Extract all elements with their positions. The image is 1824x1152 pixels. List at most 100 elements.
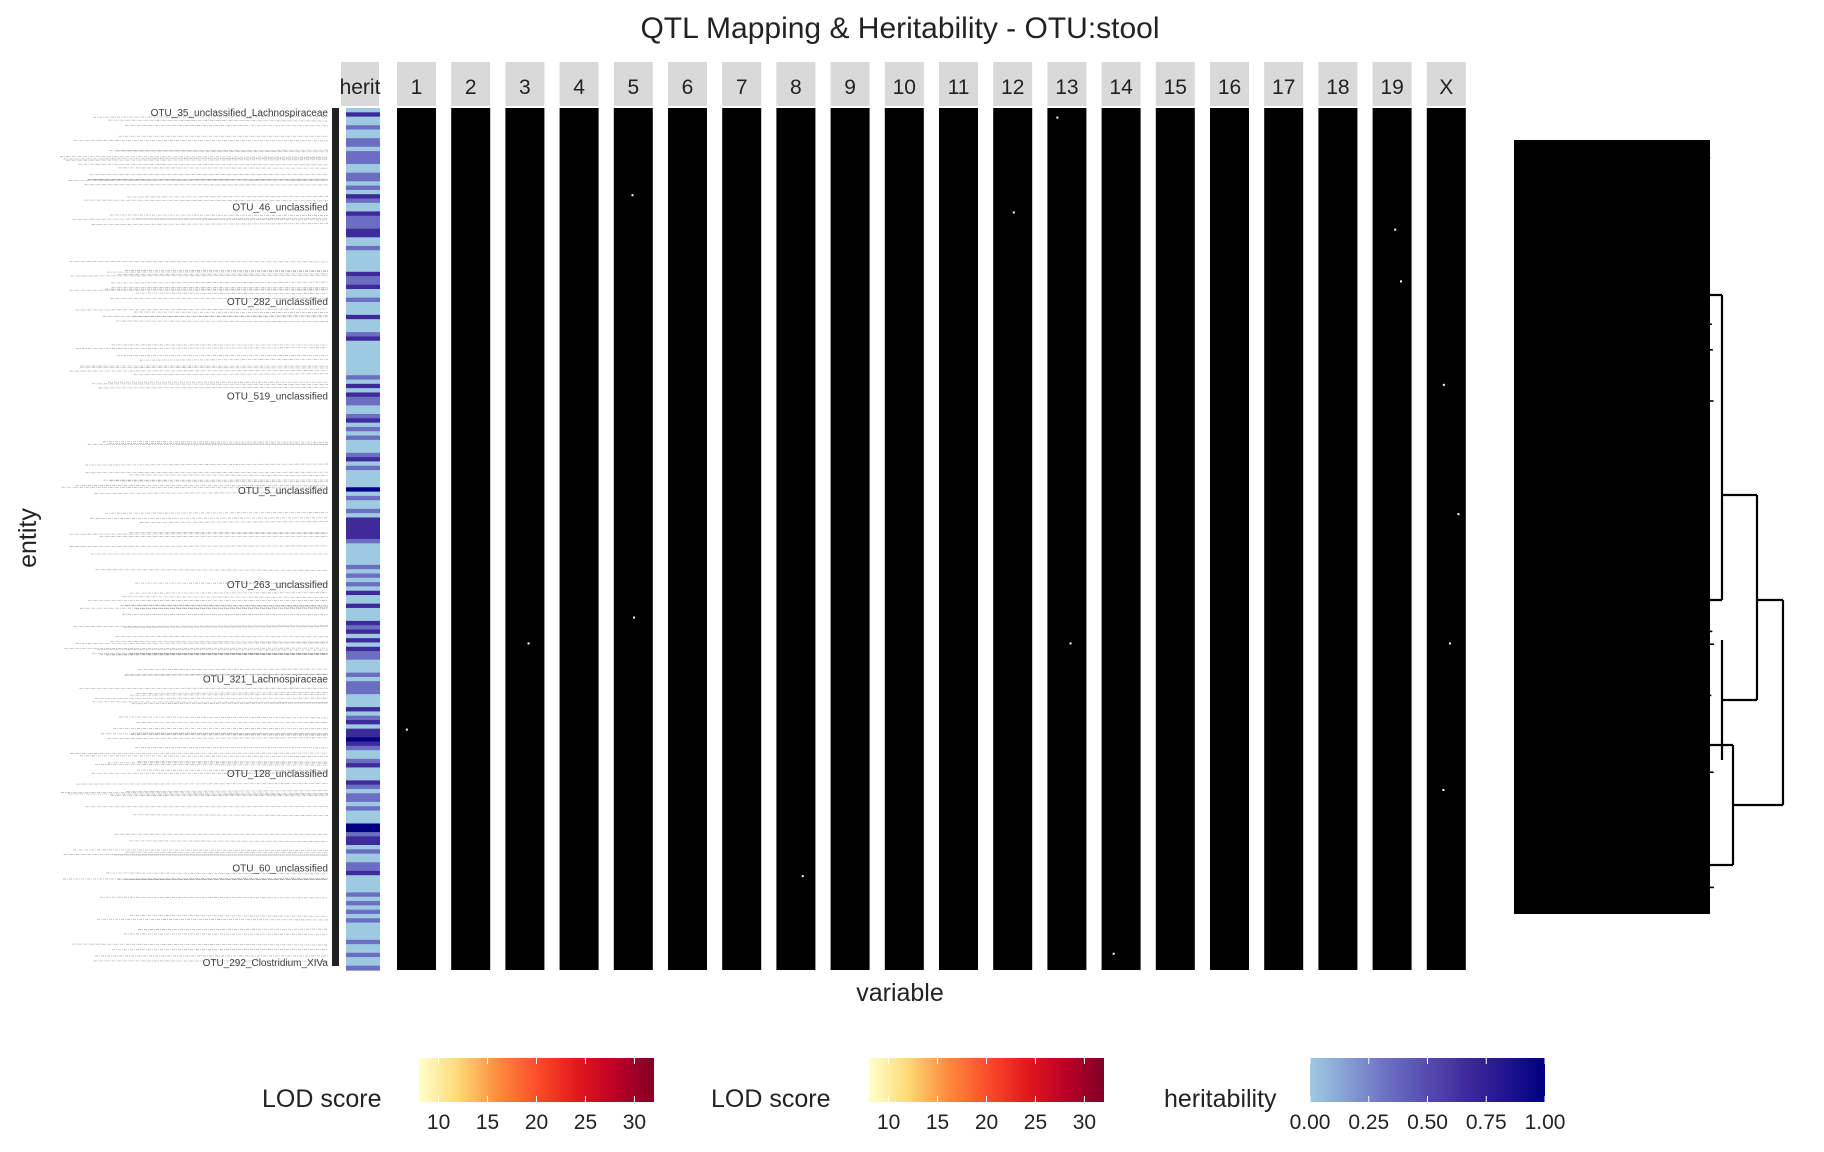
chart-title: QTL Mapping & Heritability - OTU:stool xyxy=(640,12,1159,45)
heritability-cell xyxy=(346,633,380,639)
chromosome-strip xyxy=(1426,62,1466,106)
entity-label-overplot xyxy=(85,463,329,466)
lod-hit-cell xyxy=(631,194,634,197)
heritability-cell xyxy=(346,457,380,463)
entity-label-overplot xyxy=(105,653,329,656)
chromosome-strip xyxy=(993,62,1033,106)
lod-score-column xyxy=(993,108,1033,970)
entity-label-overplot xyxy=(73,139,329,142)
entity-label-overplot xyxy=(80,366,329,369)
entity-label-overplot xyxy=(116,150,329,153)
heritability-cell xyxy=(346,646,380,652)
heritability-cell xyxy=(346,879,380,885)
heritability-cell xyxy=(346,810,380,816)
chromosome-strip-label: 10 xyxy=(893,76,916,99)
heritability-cell xyxy=(346,357,380,363)
entity-label: OTU_46_unclassified xyxy=(232,202,328,213)
heritability-cell xyxy=(346,935,380,941)
heritability-cell xyxy=(346,345,380,350)
chromosome-strip xyxy=(830,62,870,106)
entity-label-overplot xyxy=(100,896,329,899)
heritability-cell xyxy=(346,965,380,971)
heritability-cell xyxy=(346,905,380,911)
entity-label-overplot xyxy=(109,442,329,445)
chromosome-strip xyxy=(668,62,707,106)
heritability-cell xyxy=(346,185,380,191)
legend-tick-label: 20 xyxy=(975,1111,998,1134)
heritability-cell xyxy=(346,289,380,294)
heritability-cell xyxy=(346,573,380,579)
heritability-cell xyxy=(346,745,380,751)
lod-score-column xyxy=(1210,108,1249,970)
legend-tick-label: 10 xyxy=(877,1111,900,1134)
lod-score-column xyxy=(776,108,816,970)
entity-label-overplot xyxy=(109,149,329,152)
entity-label-overplot xyxy=(132,732,329,735)
heritability-cell xyxy=(346,595,380,600)
heritability-cell xyxy=(346,793,380,799)
dendrogram-branch xyxy=(1722,493,1759,702)
chromosome-strip xyxy=(505,62,545,106)
chromosome-strip xyxy=(939,62,978,106)
chromosome-strip xyxy=(451,62,491,106)
lod-hit-cell xyxy=(405,728,408,731)
entity-label-overplot xyxy=(75,308,329,311)
heritability-cell xyxy=(346,336,380,342)
heritability-cell xyxy=(346,676,380,682)
legend-title: heritability xyxy=(1164,1085,1277,1113)
heritability-cell xyxy=(346,267,380,273)
dendrogram-branch xyxy=(1693,178,1709,412)
heritability-cell xyxy=(346,526,380,531)
heritability-cell xyxy=(346,241,380,247)
heritability-cell xyxy=(346,832,380,837)
heritability-cell xyxy=(346,444,380,450)
entity-label-overplot xyxy=(110,641,329,643)
heritability-cell xyxy=(346,681,380,687)
heritability-cell xyxy=(346,801,380,807)
entity-labels: OTU_35_unclassified_Lachnospiraceae OTU_4… xyxy=(60,108,328,969)
entity-label-overplot xyxy=(124,626,329,628)
heritability-cell xyxy=(346,896,380,902)
entity-label-overplot xyxy=(62,877,329,880)
heritability-cell xyxy=(346,508,380,514)
heritability-cell xyxy=(346,840,380,846)
dendrogram-branch xyxy=(1680,298,1695,520)
heritability-cell xyxy=(346,405,380,411)
entity-label-overplot xyxy=(63,157,329,160)
heritability-cell xyxy=(346,383,380,389)
heritability-cell xyxy=(346,702,380,708)
heritability-cell xyxy=(346,849,380,855)
heritability-cell xyxy=(346,547,380,553)
entity-label-overplot xyxy=(73,625,329,628)
heritability-cell xyxy=(346,142,380,148)
chromosome-strip-label: 5 xyxy=(627,76,639,99)
heritability-cell xyxy=(346,189,380,195)
heritability-cell xyxy=(346,663,380,669)
legend-tick-label: 0.25 xyxy=(1348,1111,1389,1134)
lod-hit-cell xyxy=(1056,116,1059,119)
chromosome-strip xyxy=(397,62,436,106)
lod-score-column xyxy=(722,108,762,970)
lod-score-column xyxy=(559,108,599,970)
heritability-cell xyxy=(346,207,380,213)
heritability-cell xyxy=(346,909,380,915)
heritability-cell xyxy=(346,349,380,355)
heritability-cell xyxy=(346,629,380,635)
heritability-cell xyxy=(346,698,380,704)
heritability-cell xyxy=(346,952,380,958)
chromosome-strip xyxy=(722,62,762,106)
heritability-cell xyxy=(346,625,380,631)
heritability-cell xyxy=(346,319,380,325)
heritability-cell xyxy=(346,159,380,165)
heritability-cell xyxy=(346,534,380,540)
chromosome-strip xyxy=(1210,62,1249,106)
heritability-cell xyxy=(346,685,380,691)
heritability-cell xyxy=(346,870,380,876)
heritability-cell xyxy=(346,827,380,833)
heritability-cell xyxy=(346,655,380,661)
chromosome-strip-label: 7 xyxy=(736,76,748,99)
heritability-cell xyxy=(346,353,380,359)
heritability-cell xyxy=(346,254,380,260)
heritability-cell xyxy=(346,668,380,674)
